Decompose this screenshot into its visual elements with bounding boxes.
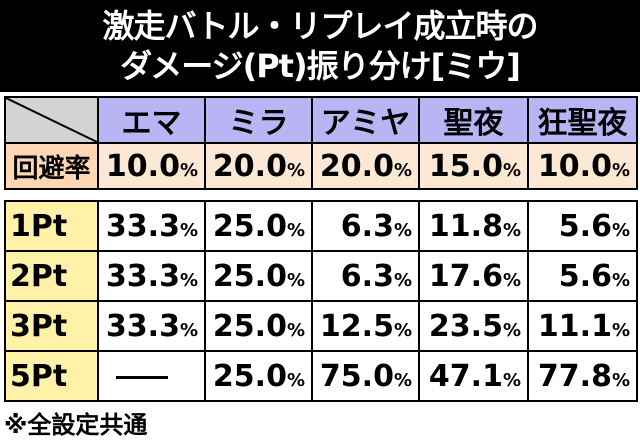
table-cell: 25.0% <box>204 250 313 302</box>
evasion-row: 回避率 10.0% 20.0% 20.0% 15.0% 10.0% <box>4 142 638 190</box>
dash-icon <box>116 375 168 379</box>
evasion-value: 10.0% <box>527 142 638 190</box>
row-label: 2Pt <box>4 250 99 302</box>
table-cell: 75.0% <box>311 350 420 402</box>
column-header: アミヤ <box>311 96 420 144</box>
table-cell: 47.1% <box>418 350 529 402</box>
row-label: 1Pt <box>4 200 99 252</box>
table-cell: 33.3% <box>97 250 206 302</box>
header-row: エマ ミラ アミヤ 聖夜 狂聖夜 <box>4 96 638 144</box>
damage-distribution-table: エマ ミラ アミヤ 聖夜 狂聖夜 回避率 10.0% 20.0% 20.0% 1… <box>4 96 638 402</box>
table-row: 3Pt 33.3% 25.0% 12.5% 23.5% 11.1% <box>4 300 638 352</box>
column-header: 聖夜 <box>418 96 529 144</box>
corner-cell <box>4 96 99 144</box>
table-cell: 6.3% <box>311 250 420 302</box>
table-cell: 17.6% <box>418 250 529 302</box>
table-cell: 25.0% <box>204 300 313 352</box>
table-cell: 23.5% <box>418 300 529 352</box>
evasion-value: 15.0% <box>418 142 529 190</box>
table-row: 5Pt 25.0% 75.0% 47.1% 77.8% <box>4 350 638 402</box>
table-cell: 6.3% <box>311 200 420 252</box>
table-cell: 12.5% <box>311 300 420 352</box>
column-header: ミラ <box>204 96 313 144</box>
column-header: 狂聖夜 <box>527 96 638 144</box>
table-cell <box>97 350 206 402</box>
table-row: 1Pt 33.3% 25.0% 6.3% 11.8% 5.6% <box>4 200 638 252</box>
evasion-value: 20.0% <box>311 142 420 190</box>
footnote: ※全設定共通 <box>4 411 148 439</box>
row-gap <box>5 189 637 201</box>
row-label: 5Pt <box>4 350 99 402</box>
evasion-label: 回避率 <box>4 142 99 190</box>
table-cell: 11.1% <box>527 300 638 352</box>
row-label: 3Pt <box>4 300 99 352</box>
table-cell: 33.3% <box>97 300 206 352</box>
title-line-2: ダメージ(Pt)振り分け[ミウ] <box>120 47 521 85</box>
table-cell: 11.8% <box>418 200 529 252</box>
table-cell: 77.8% <box>527 350 638 402</box>
evasion-value: 10.0% <box>97 142 206 190</box>
table-cell: 25.0% <box>204 200 313 252</box>
table-cell: 25.0% <box>204 350 313 402</box>
title-line-1: 激走バトル・リプレイ成立時の <box>102 7 539 45</box>
table-row: 2Pt 33.3% 25.0% 6.3% 17.6% 5.6% <box>4 250 638 302</box>
table-cell: 5.6% <box>527 200 638 252</box>
diagonal-line-icon <box>6 98 97 142</box>
table-cell: 33.3% <box>97 200 206 252</box>
table-cell: 5.6% <box>527 250 638 302</box>
evasion-value: 20.0% <box>204 142 313 190</box>
column-header: エマ <box>97 96 206 144</box>
page-title: 激走バトル・リプレイ成立時の ダメージ(Pt)振り分け[ミウ] <box>0 0 640 92</box>
